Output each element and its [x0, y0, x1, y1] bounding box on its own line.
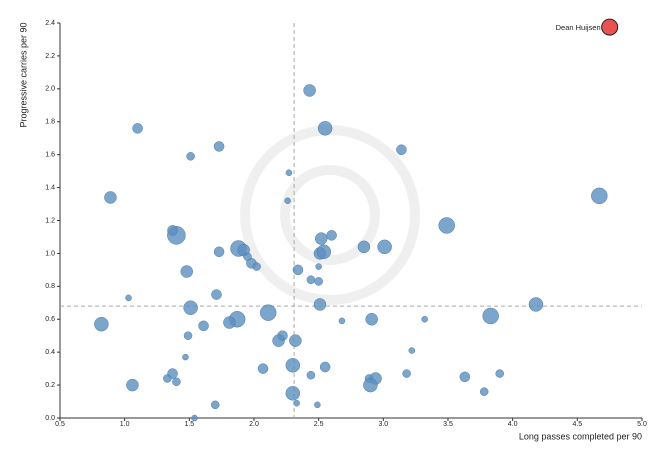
y-tick-label: 1.4	[45, 184, 55, 191]
x-tick-label: 0.5	[55, 421, 65, 428]
point	[104, 191, 117, 204]
point	[338, 317, 346, 325]
y-tick-label: 0.8	[45, 283, 55, 290]
point	[591, 187, 608, 205]
x-tick-label: 5.0	[637, 421, 647, 428]
point	[183, 331, 193, 340]
point	[126, 378, 139, 392]
point	[210, 400, 220, 410]
point	[438, 217, 455, 234]
point	[284, 197, 291, 204]
point	[213, 141, 225, 152]
point	[363, 377, 378, 393]
point	[365, 313, 378, 326]
point	[459, 371, 471, 383]
point	[292, 264, 304, 276]
point	[182, 353, 189, 361]
point	[377, 239, 392, 255]
point	[191, 414, 198, 422]
point	[315, 263, 322, 270]
y-tick-label: 0.2	[45, 382, 55, 389]
point	[313, 298, 327, 311]
x-tick-label: 2.0	[249, 421, 259, 428]
point	[180, 265, 193, 278]
point	[257, 363, 269, 374]
point	[303, 84, 316, 97]
y-axis-label: Progressive carries per 90	[18, 22, 28, 127]
x-tick-label: 4.5	[572, 421, 582, 428]
y-tick-label: 1.0	[45, 250, 55, 257]
point	[213, 246, 225, 258]
point	[167, 225, 178, 236]
x-axis-label: Long passes completed per 90	[519, 431, 642, 441]
point	[125, 294, 132, 302]
y-tick-label: 1.6	[45, 152, 55, 159]
x-tick-label: 3.5	[443, 421, 453, 428]
point	[319, 361, 331, 373]
point	[315, 232, 328, 245]
point	[316, 244, 332, 260]
y-tick-label: 0.6	[45, 316, 55, 323]
point	[326, 230, 337, 241]
point	[183, 300, 198, 315]
x-tick-label: 3.0	[378, 421, 388, 428]
point	[306, 275, 316, 284]
point	[285, 358, 301, 373]
watermark	[240, 125, 420, 305]
point	[479, 387, 489, 396]
point	[314, 401, 321, 409]
point	[357, 240, 371, 254]
point	[421, 316, 428, 323]
point	[132, 123, 143, 134]
point	[285, 169, 293, 177]
point	[402, 369, 411, 378]
point	[198, 320, 209, 332]
point	[186, 152, 195, 161]
x-tick-label: 2.5	[314, 421, 324, 428]
x-tick-label: 1.5	[184, 421, 194, 428]
point	[94, 316, 109, 332]
point	[495, 369, 504, 378]
point	[259, 304, 277, 321]
point	[317, 121, 333, 136]
point	[528, 297, 544, 312]
point	[408, 347, 416, 354]
y-tick-label: 1.8	[45, 119, 55, 126]
x-tick-label: 1.0	[120, 421, 130, 428]
x-tick-label: 4.0	[508, 421, 518, 428]
point	[314, 277, 323, 286]
point	[293, 399, 300, 407]
point	[306, 370, 316, 380]
highlight-label: Dean Huijsen	[556, 23, 601, 32]
point	[289, 334, 302, 347]
point	[272, 334, 285, 347]
y-tick-label: 0.0	[45, 415, 55, 422]
highlight-point	[601, 18, 619, 36]
y-tick-label: 2.0	[45, 86, 55, 93]
y-tick-label: 2.2	[45, 53, 55, 60]
y-tick-label: 1.2	[45, 217, 55, 224]
y-tick-label: 2.4	[45, 20, 55, 27]
y-tick-label: 0.4	[45, 349, 55, 356]
point	[285, 386, 301, 401]
point	[396, 144, 407, 155]
point	[172, 377, 181, 387]
point	[223, 316, 236, 329]
point	[211, 289, 222, 300]
point	[163, 374, 172, 383]
point	[252, 262, 261, 271]
point	[482, 307, 499, 325]
